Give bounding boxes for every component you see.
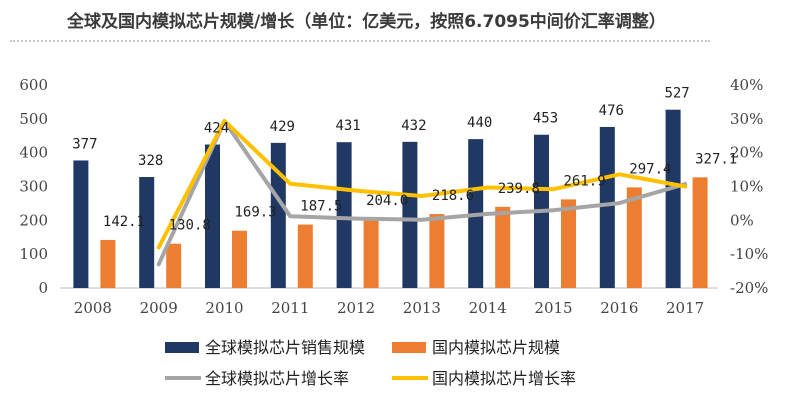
y-right-tick-label: -10% xyxy=(730,245,768,263)
x-tick-label: 2013 xyxy=(403,299,441,317)
chart-title: 全球及国内模拟芯片规模/增长（单位：亿美元，按照6.7095中间价汇率调整） xyxy=(67,12,666,32)
bar-domestic xyxy=(561,199,576,288)
bar-domestic xyxy=(232,230,247,288)
y-left-tick-label: 600 xyxy=(19,76,48,94)
data-label-domestic: 142.1 xyxy=(103,214,145,230)
legend-swatch xyxy=(392,342,426,353)
legend-label: 全球模拟芯片增长率 xyxy=(205,369,349,388)
y-right-tick-label: 30% xyxy=(730,110,763,128)
point-global-growth xyxy=(354,217,358,221)
bar-domestic xyxy=(297,224,313,288)
legend-swatch xyxy=(165,342,199,353)
x-tick-label: 2012 xyxy=(337,299,375,317)
bar-global xyxy=(270,142,286,288)
lines xyxy=(156,118,688,267)
y-right-tick-label: 40% xyxy=(730,76,763,94)
x-tick-label: 2009 xyxy=(140,299,178,317)
axes: 0 100 200 300 400 500 600 -20% -10% 0% 10% 20% 30% 40… xyxy=(19,76,768,317)
x-tick-label: 2017 xyxy=(666,299,704,317)
data-label-global: 431 xyxy=(335,118,360,134)
bar-domestic xyxy=(100,239,116,288)
data-label-global: 424 xyxy=(204,121,229,137)
point-domestic-growth xyxy=(552,187,555,191)
point-domestic-growth xyxy=(157,245,161,249)
y-right-tick-label: 10% xyxy=(730,178,763,196)
y-right-tick-label: 0% xyxy=(730,211,754,229)
data-label-domestic: 130.8 xyxy=(169,218,211,234)
bar-domestic xyxy=(495,206,511,288)
point-domestic-growth xyxy=(617,172,621,176)
bar-global xyxy=(665,109,681,288)
data-label-global: 453 xyxy=(533,111,558,127)
point-domestic-growth xyxy=(223,119,226,123)
bar-domestic xyxy=(363,218,379,288)
data-label-global: 476 xyxy=(599,103,624,119)
data-labels: 377 328 424 429 431 432 440 453 476 527 142.1 130.8… xyxy=(72,86,737,234)
x-tick-label: 2015 xyxy=(534,299,572,317)
point-global-growth xyxy=(288,214,292,218)
data-label-domestic: 239.8 xyxy=(498,181,540,197)
point-global-growth xyxy=(420,218,424,222)
bar-global xyxy=(205,144,220,288)
y-left-tick-label: 300 xyxy=(19,178,48,196)
data-label-domestic: 187.5 xyxy=(300,199,342,215)
legend-label: 国内模拟芯片增长率 xyxy=(432,369,576,388)
data-label-domestic: 327.1 xyxy=(695,151,737,167)
point-global-growth xyxy=(157,262,161,266)
bar-global xyxy=(73,160,89,288)
y-right-tick-label: -20% xyxy=(730,279,768,297)
y-left-tick-label: 0 xyxy=(38,279,48,297)
x-tick-label: 2011 xyxy=(271,299,309,317)
title-divider xyxy=(10,40,710,42)
bar-global xyxy=(336,142,352,288)
data-label-global: 377 xyxy=(72,136,97,152)
legend-label: 国内模拟芯片规模 xyxy=(432,338,560,357)
legend-label: 全球模拟芯片销售规模 xyxy=(205,338,365,357)
bar-global xyxy=(402,141,418,288)
point-domestic-growth xyxy=(683,185,687,188)
bar-global xyxy=(599,126,615,288)
point-global-growth xyxy=(552,208,555,212)
data-label-domestic: 261.9 xyxy=(564,173,606,189)
data-label-global: 429 xyxy=(270,119,295,135)
x-tick-label: 2014 xyxy=(469,299,507,317)
y-left-tick-label: 400 xyxy=(19,144,48,162)
data-label-global: 432 xyxy=(401,118,426,134)
data-label-global: 328 xyxy=(138,153,163,169)
data-label-domestic: 218.6 xyxy=(432,188,474,204)
y-right-tick-label: 20% xyxy=(730,144,763,162)
data-label-global: 440 xyxy=(467,115,492,131)
bar-global xyxy=(139,177,155,288)
point-domestic-growth xyxy=(354,189,358,193)
y-left-tick-label: 500 xyxy=(19,110,48,128)
data-label-domestic: 169.3 xyxy=(235,205,277,221)
x-tick-label: 2016 xyxy=(600,299,638,317)
point-domestic-growth xyxy=(420,194,424,198)
point-global-growth xyxy=(486,212,490,216)
point-domestic-growth xyxy=(486,186,490,190)
data-label-domestic: 297.4 xyxy=(629,161,671,177)
data-label-domestic: 204.0 xyxy=(366,193,408,209)
data-label-global: 527 xyxy=(664,86,689,102)
bars xyxy=(73,109,708,288)
point-domestic-growth xyxy=(288,182,292,186)
point-global-growth xyxy=(617,201,621,205)
x-tick-label: 2010 xyxy=(205,299,243,317)
bar-domestic xyxy=(692,177,708,288)
y-left-tick-label: 100 xyxy=(19,245,48,263)
bar-domestic xyxy=(429,214,445,288)
bar-domestic xyxy=(166,243,182,288)
x-tick-label: 2008 xyxy=(74,299,112,317)
bar-domestic xyxy=(626,187,642,288)
y-left-tick-label: 200 xyxy=(19,211,48,229)
